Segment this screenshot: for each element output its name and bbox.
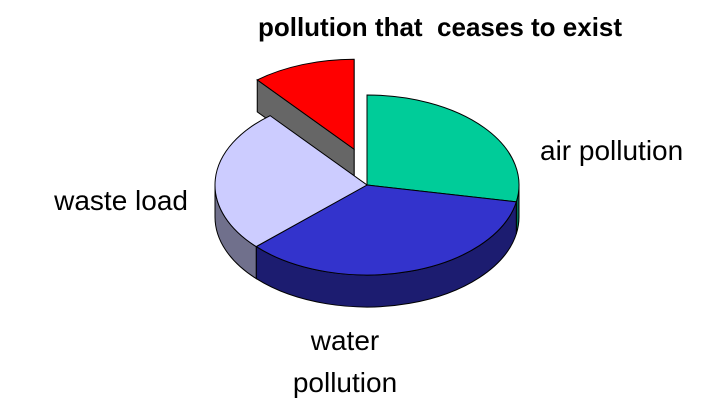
slice-label: water pollution xyxy=(292,325,398,398)
slice xyxy=(214,115,368,248)
slice-label: waste load xyxy=(54,185,188,216)
slice xyxy=(256,58,355,151)
chart-title: pollution that ceases to exist xyxy=(257,12,623,42)
slice xyxy=(366,94,520,203)
slice-label: air pollution xyxy=(540,135,684,166)
slice xyxy=(255,184,517,276)
